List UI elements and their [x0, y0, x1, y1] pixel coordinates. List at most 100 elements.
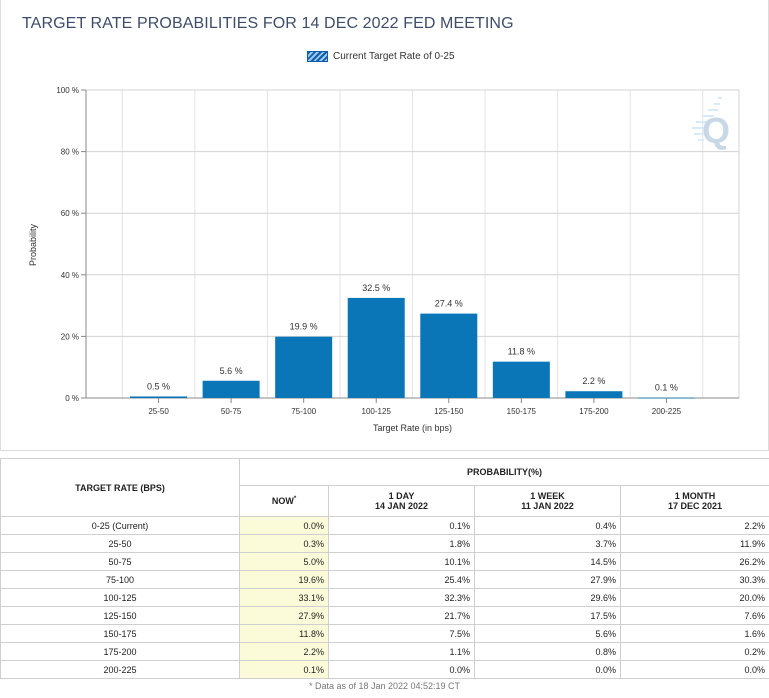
table-row: 100-125 33.1% 32.3% 29.6% 20.0% — [0, 588, 769, 607]
table-row: 25-50 0.3% 1.8% 3.7% 11.9% — [0, 534, 769, 553]
y-tick-label: 60 % — [61, 209, 79, 218]
now-cell: 2.2% — [239, 642, 329, 661]
x-tick-label: 175-200 — [579, 407, 609, 416]
now-cell: 0.1% — [239, 660, 329, 679]
probability-table-wrap: TARGET RATE (BPS) PROBABILITY(%) NOW* 1 … — [0, 458, 769, 691]
one-day-cell: 1.8% — [328, 534, 475, 553]
one-day-cell: 21.7% — [328, 606, 475, 625]
table-row: 50-75 5.0% 10.1% 14.5% 26.2% — [0, 552, 769, 571]
one-month-cell: 0.0% — [620, 660, 769, 679]
now-cell: 0.3% — [239, 534, 329, 553]
rate-cell: 175-200 — [0, 642, 240, 661]
y-tick-label: 0 % — [65, 394, 79, 403]
now-cell: 0.0% — [239, 516, 329, 535]
bar-50-75 — [202, 380, 260, 398]
one-month-cell: 7.6% — [620, 606, 769, 625]
header-target-rate: TARGET RATE (BPS) — [0, 458, 240, 517]
now-cell: 11.8% — [239, 624, 329, 643]
table-row: 150-175 11.8% 7.5% 5.6% 1.6% — [0, 624, 769, 643]
one-month-cell: 20.0% — [620, 588, 769, 607]
rate-cell: 200-225 — [0, 660, 240, 679]
data-label: 32.5 % — [362, 283, 390, 293]
bar-25-50 — [130, 396, 188, 398]
table-row: 75-100 19.6% 25.4% 27.9% 30.3% — [0, 570, 769, 589]
one-day-cell: 10.1% — [328, 552, 475, 571]
one-week-cell: 0.8% — [474, 642, 621, 661]
table-row: 125-150 27.9% 21.7% 17.5% 7.6% — [0, 606, 769, 625]
rate-cell: 125-150 — [0, 606, 240, 625]
one-month-cell: 11.9% — [620, 534, 769, 553]
data-label: 5.6 % — [220, 366, 243, 376]
chart-legend[interactable]: Current Target Rate of 0-25 — [307, 51, 455, 62]
one-week-cell: 17.5% — [474, 606, 621, 625]
probability-bar-chart: 0 % 20 % 40 % 60 % 80 % 100 % 0.5 % 25-50 5.6 % 5… — [28, 86, 740, 433]
one-week-cell: 27.9% — [474, 570, 621, 589]
one-day-cell: 1.1% — [328, 642, 475, 661]
one-week-cell: 3.7% — [474, 534, 621, 553]
header-1-day: 1 DAY 14 JAN 2022 — [328, 485, 475, 517]
data-label: 11.8 % — [508, 347, 535, 357]
bar-75-100 — [275, 336, 333, 398]
rate-cell: 100-125 — [0, 588, 240, 607]
header-1-month: 1 MONTH 17 DEC 2021 — [620, 485, 769, 517]
legend-label: Current Target Rate of 0-25 — [333, 51, 455, 62]
one-week-cell: 0.0% — [474, 660, 621, 679]
y-axis-title: Probability — [28, 223, 38, 266]
rate-cell: 75-100 — [0, 570, 240, 589]
x-tick-label: 200-225 — [652, 407, 682, 416]
table-row: 0-25 (Current) 0.0% 0.1% 0.4% 2.2% — [0, 516, 769, 535]
one-day-cell: 32.3% — [328, 588, 475, 607]
x-tick-label: 125-150 — [434, 407, 464, 416]
one-day-cell: 0.0% — [328, 660, 475, 679]
one-day-cell: 25.4% — [328, 570, 475, 589]
data-label: 2.2 % — [582, 376, 605, 386]
rate-cell: 0-25 (Current) — [0, 516, 240, 535]
bar-150-175 — [492, 361, 550, 398]
one-month-cell: 30.3% — [620, 570, 769, 589]
one-week-cell: 0.4% — [474, 516, 621, 535]
bar-175-200 — [565, 391, 623, 398]
now-cell: 27.9% — [239, 606, 329, 625]
x-axis-title: Target Rate (in bps) — [373, 423, 452, 433]
svg-text:Q: Q — [702, 110, 730, 151]
one-day-cell: 0.1% — [328, 516, 475, 535]
now-cell: 5.0% — [239, 552, 329, 571]
one-month-cell: 0.2% — [620, 642, 769, 661]
now-cell: 19.6% — [239, 570, 329, 589]
y-tick-label: 20 % — [61, 332, 79, 341]
y-tick-label: 40 % — [61, 271, 79, 280]
rate-cell: 25-50 — [0, 534, 240, 553]
rate-cell: 50-75 — [0, 552, 240, 571]
legend-swatch — [307, 51, 328, 62]
chart-title: TARGET RATE PROBABILITIES FOR 14 DEC 202… — [22, 15, 514, 32]
one-month-cell: 1.6% — [620, 624, 769, 643]
bar-100-125 — [347, 297, 405, 398]
data-label: 0.1 % — [655, 383, 678, 393]
header-now: NOW* — [239, 485, 329, 517]
table-row: 200-225 0.1% 0.0% 0.0% 0.0% — [0, 660, 769, 679]
one-month-cell: 26.2% — [620, 552, 769, 571]
probability-table: TARGET RATE (BPS) PROBABILITY(%) NOW* 1 … — [0, 458, 769, 679]
x-tick-label: 100-125 — [362, 407, 392, 416]
y-tick-label: 80 % — [61, 148, 79, 157]
data-label: 0.5 % — [147, 381, 170, 391]
x-tick-label: 50-75 — [221, 407, 242, 416]
table-row: 175-200 2.2% 1.1% 0.8% 0.2% — [0, 642, 769, 661]
data-label: 19.9 % — [290, 322, 318, 332]
bar-125-150 — [420, 313, 478, 398]
x-tick-label: 25-50 — [148, 407, 169, 416]
header-probability: PROBABILITY(%) — [239, 458, 769, 486]
one-week-cell: 14.5% — [474, 552, 621, 571]
q-logo-icon: Q — [692, 97, 730, 151]
x-tick-label: 75-100 — [291, 407, 316, 416]
data-label: 27.4 % — [435, 299, 463, 309]
rate-cell: 150-175 — [0, 624, 240, 643]
header-1-week: 1 WEEK 11 JAN 2022 — [474, 485, 621, 517]
one-day-cell: 7.5% — [328, 624, 475, 643]
y-tick-label: 100 % — [56, 86, 79, 95]
one-week-cell: 5.6% — [474, 624, 621, 643]
one-week-cell: 29.6% — [474, 588, 621, 607]
data-timestamp-footnote: * Data as of 18 Jan 2022 04:52:19 CT — [308, 681, 461, 691]
one-month-cell: 2.2% — [620, 516, 769, 535]
x-tick-label: 150-175 — [507, 407, 537, 416]
